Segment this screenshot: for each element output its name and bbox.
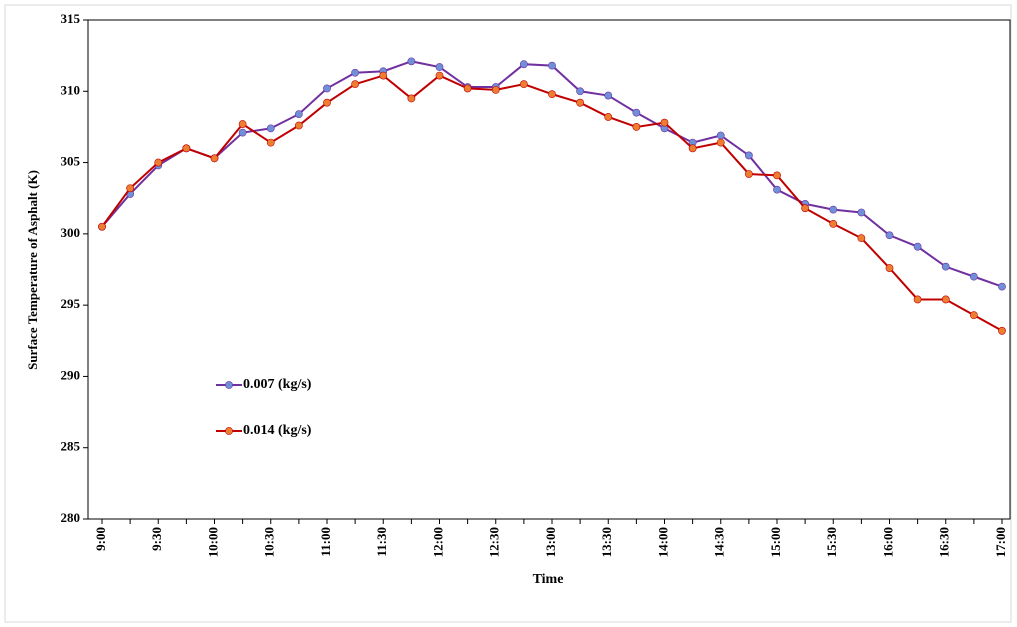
data-point — [773, 171, 781, 180]
data-point — [744, 151, 753, 160]
data-point — [519, 80, 528, 89]
y-tick-label: 310 — [61, 82, 81, 97]
data-point — [351, 68, 360, 77]
y-tick-label: 315 — [61, 11, 81, 26]
data-point — [969, 311, 978, 320]
data-point — [716, 138, 725, 147]
x-axis-title: Time — [533, 572, 564, 587]
data-point — [435, 71, 444, 80]
data-point — [154, 158, 163, 167]
data-point — [744, 170, 753, 178]
legend-marker — [225, 381, 233, 389]
x-tick-label: 17:00 — [993, 527, 1008, 557]
x-tick-label: 11:30 — [374, 527, 389, 557]
data-point — [998, 282, 1006, 291]
data-point — [632, 108, 641, 117]
data-point — [266, 124, 275, 133]
data-point — [126, 184, 135, 193]
legend-marker — [225, 427, 233, 435]
data-point — [913, 295, 922, 304]
data-point — [576, 87, 585, 96]
x-tick-label: 13:00 — [543, 527, 558, 557]
data-point — [801, 204, 810, 213]
data-point — [548, 61, 556, 70]
data-point — [604, 91, 613, 100]
x-tick-label: 14:00 — [655, 527, 670, 557]
data-point — [351, 80, 360, 89]
data-point — [548, 90, 556, 99]
data-point — [407, 94, 416, 103]
data-point — [294, 110, 303, 118]
x-tick-label: 9:30 — [149, 527, 164, 551]
plot-area — [87, 19, 1011, 520]
y-tick-label: 285 — [61, 439, 81, 454]
data-point — [407, 57, 416, 66]
x-tick-label: 15:00 — [768, 527, 783, 557]
x-tick-label: 12:00 — [430, 527, 445, 557]
x-tick-label: 9:00 — [93, 527, 108, 551]
data-point — [716, 131, 725, 140]
data-point — [688, 144, 697, 153]
data-point — [857, 234, 866, 243]
data-point — [323, 98, 331, 107]
data-point — [323, 84, 331, 93]
data-point — [913, 242, 922, 251]
x-tick-label: 16:30 — [937, 527, 952, 557]
data-point — [182, 144, 191, 153]
y-tick-label: 300 — [61, 225, 81, 240]
data-point — [379, 71, 388, 80]
data-point — [829, 205, 838, 214]
data-point — [266, 138, 275, 147]
y-tick-label: 295 — [61, 296, 81, 311]
data-point — [885, 264, 894, 272]
data-point — [773, 185, 781, 194]
data-point — [829, 219, 838, 228]
data-point — [238, 128, 247, 137]
data-point — [941, 262, 950, 271]
legend-label: 0.007 (kg/s) — [243, 377, 312, 392]
x-tick-label: 11:00 — [318, 527, 333, 557]
data-point — [210, 154, 219, 163]
y-axis-title: Surface Temperature of Asphalt (K) — [25, 170, 40, 370]
x-tick-label: 10:00 — [205, 527, 220, 557]
x-tick-label: 13:30 — [599, 527, 614, 557]
x-tick-label: 10:30 — [262, 527, 277, 557]
data-point — [491, 85, 500, 94]
data-point — [969, 272, 978, 281]
data-point — [98, 222, 106, 231]
data-point — [885, 231, 894, 240]
x-tick-label: 16:00 — [880, 527, 895, 557]
x-tick-label: 14:30 — [712, 527, 727, 557]
x-tick-label: 15:30 — [824, 527, 839, 557]
y-tick-label: 290 — [61, 367, 81, 382]
data-point — [632, 123, 641, 131]
data-point — [604, 113, 613, 121]
y-tick-label: 305 — [61, 154, 81, 169]
data-point — [576, 98, 585, 107]
data-point — [941, 295, 950, 304]
data-point — [435, 63, 444, 71]
data-point — [998, 326, 1006, 335]
data-point — [463, 84, 472, 93]
data-point — [519, 60, 528, 69]
legend-label: 0.014 (kg/s) — [243, 423, 312, 438]
y-tick-label: 280 — [61, 510, 81, 525]
data-point — [238, 120, 247, 128]
data-point — [294, 121, 303, 130]
x-tick-label: 12:30 — [487, 527, 502, 557]
data-point — [660, 118, 669, 127]
data-point — [857, 208, 866, 217]
